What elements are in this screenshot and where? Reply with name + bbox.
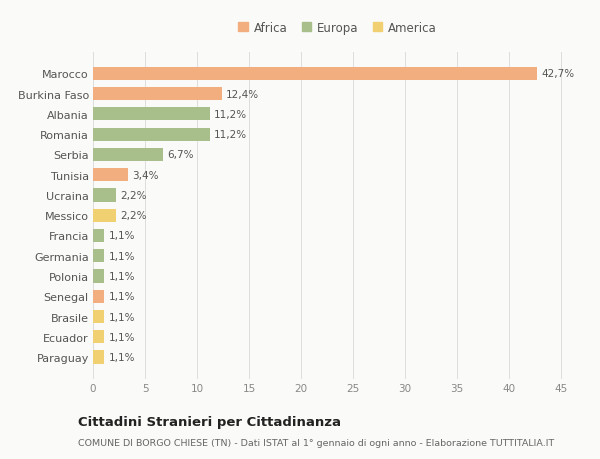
Bar <box>93 310 104 324</box>
Bar <box>93 330 104 344</box>
Text: 1,1%: 1,1% <box>109 312 135 322</box>
Bar <box>93 270 104 283</box>
Text: COMUNE DI BORGO CHIESE (TN) - Dati ISTAT al 1° gennaio di ogni anno - Elaborazio: COMUNE DI BORGO CHIESE (TN) - Dati ISTAT… <box>78 438 554 448</box>
Bar <box>93 128 209 141</box>
Legend: Africa, Europa, America: Africa, Europa, America <box>236 20 439 37</box>
Text: 2,2%: 2,2% <box>120 211 146 221</box>
Bar <box>93 250 104 263</box>
Bar <box>93 108 209 121</box>
Text: 3,4%: 3,4% <box>133 170 159 180</box>
Bar <box>93 67 537 81</box>
Bar <box>93 189 116 202</box>
Bar <box>93 209 116 222</box>
Bar <box>93 290 104 303</box>
Text: 11,2%: 11,2% <box>214 110 247 120</box>
Bar <box>93 169 128 182</box>
Text: 1,1%: 1,1% <box>109 332 135 342</box>
Bar <box>93 351 104 364</box>
Text: 6,7%: 6,7% <box>167 150 193 160</box>
Text: 11,2%: 11,2% <box>214 130 247 140</box>
Bar <box>93 149 163 162</box>
Text: 1,1%: 1,1% <box>109 291 135 302</box>
Text: 1,1%: 1,1% <box>109 271 135 281</box>
Text: 42,7%: 42,7% <box>541 69 575 79</box>
Bar <box>93 230 104 242</box>
Text: Cittadini Stranieri per Cittadinanza: Cittadini Stranieri per Cittadinanza <box>78 415 341 428</box>
Text: 1,1%: 1,1% <box>109 353 135 362</box>
Text: 12,4%: 12,4% <box>226 90 259 100</box>
Text: 1,1%: 1,1% <box>109 251 135 261</box>
Text: 1,1%: 1,1% <box>109 231 135 241</box>
Text: 2,2%: 2,2% <box>120 190 146 201</box>
Bar <box>93 88 222 101</box>
